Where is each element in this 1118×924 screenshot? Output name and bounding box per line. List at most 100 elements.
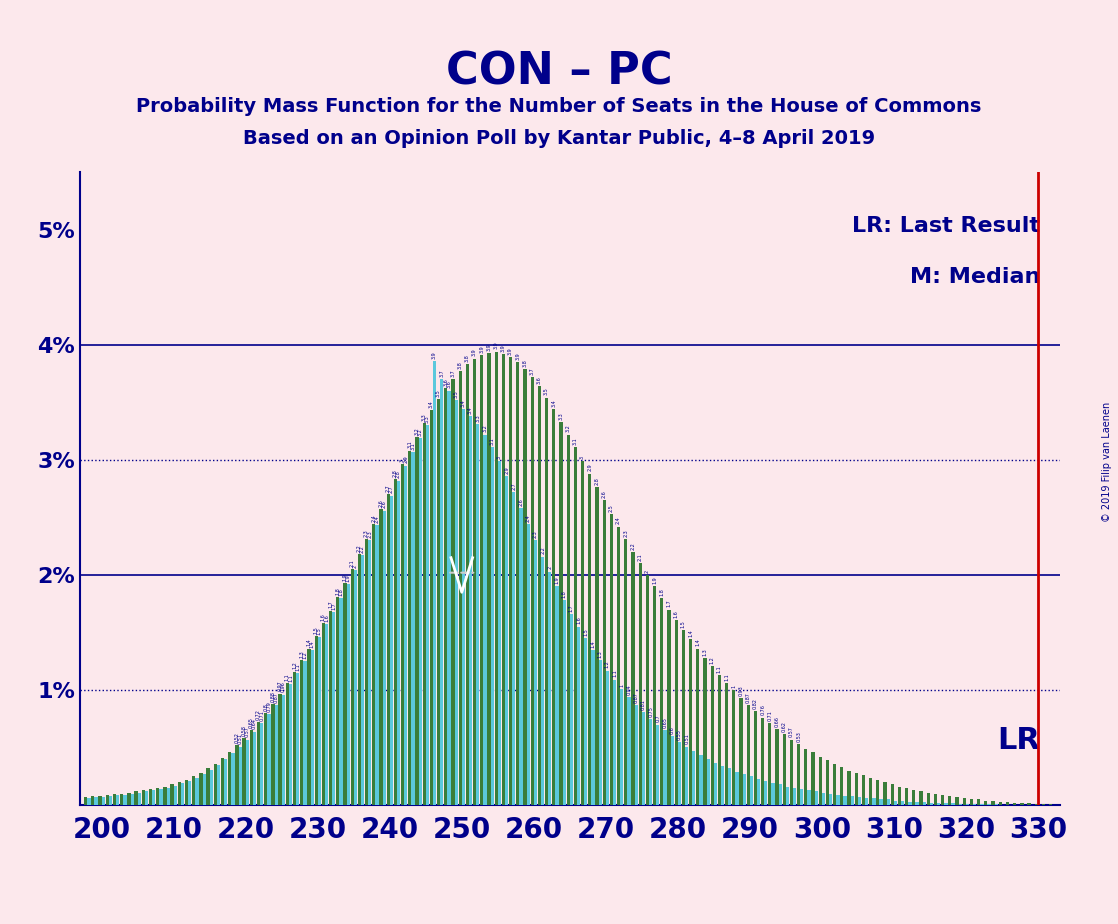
Bar xyxy=(253,732,256,805)
Text: 3.4: 3.4 xyxy=(461,399,466,407)
Bar xyxy=(149,789,152,805)
Text: Probability Mass Function for the Number of Seats in the House of Commons: Probability Mass Function for the Number… xyxy=(136,97,982,116)
Text: 3.2: 3.2 xyxy=(415,427,419,434)
Text: 0.87: 0.87 xyxy=(746,692,750,703)
Bar xyxy=(491,447,494,805)
Text: 1.2: 1.2 xyxy=(710,656,714,663)
Bar xyxy=(883,783,887,805)
Bar xyxy=(264,713,267,805)
Bar xyxy=(238,747,241,805)
Bar xyxy=(880,799,883,805)
Bar xyxy=(527,524,530,805)
Bar xyxy=(246,739,249,805)
Bar xyxy=(123,795,126,805)
Bar xyxy=(343,583,347,805)
Bar xyxy=(995,804,998,805)
Bar xyxy=(440,379,444,805)
Bar xyxy=(937,803,940,805)
Bar xyxy=(786,787,789,805)
Text: 3.2: 3.2 xyxy=(418,428,423,436)
Text: 0.87: 0.87 xyxy=(274,692,278,703)
Bar xyxy=(548,572,551,805)
Text: CON – PC: CON – PC xyxy=(446,51,672,94)
Bar xyxy=(969,799,973,805)
Text: 1.4: 1.4 xyxy=(590,639,596,648)
Text: 1.9: 1.9 xyxy=(342,573,348,581)
Bar xyxy=(517,362,520,805)
Text: 2.6: 2.6 xyxy=(601,490,607,498)
Bar xyxy=(462,409,465,805)
Bar xyxy=(382,511,386,805)
Bar xyxy=(275,705,277,805)
Text: 2.7: 2.7 xyxy=(389,485,394,493)
Bar xyxy=(919,791,922,805)
Bar xyxy=(231,753,235,805)
Bar xyxy=(577,626,580,805)
Bar xyxy=(102,797,105,805)
Text: 3.6: 3.6 xyxy=(446,381,452,388)
Bar xyxy=(603,500,606,805)
Text: 0.66: 0.66 xyxy=(775,716,779,727)
Text: 3.2: 3.2 xyxy=(483,424,487,432)
Text: 0.87: 0.87 xyxy=(634,692,638,703)
Text: 2.2: 2.2 xyxy=(360,545,366,553)
Text: 1.2: 1.2 xyxy=(303,651,307,659)
Bar xyxy=(761,718,765,805)
Bar xyxy=(980,804,984,805)
Text: 1.3: 1.3 xyxy=(300,650,304,658)
Bar xyxy=(196,778,199,805)
Bar xyxy=(95,797,97,805)
Text: M: Median: M: Median xyxy=(910,267,1040,287)
Bar xyxy=(228,752,231,805)
Text: 2.3: 2.3 xyxy=(533,530,538,538)
Bar xyxy=(505,476,509,805)
Text: 1.5: 1.5 xyxy=(314,626,319,634)
Text: 3.3: 3.3 xyxy=(421,413,427,420)
Bar xyxy=(977,799,980,805)
Bar xyxy=(891,784,894,805)
Text: 3.8: 3.8 xyxy=(457,361,463,369)
Bar xyxy=(468,416,472,805)
Text: 2.5: 2.5 xyxy=(609,504,614,512)
Text: 2.8: 2.8 xyxy=(396,470,401,479)
Bar xyxy=(624,540,627,805)
Text: 2.8: 2.8 xyxy=(392,469,398,477)
Bar xyxy=(887,799,890,805)
Text: 3.6: 3.6 xyxy=(443,379,448,386)
Text: 0.58: 0.58 xyxy=(241,725,247,736)
Bar xyxy=(131,794,134,805)
Text: 1.5: 1.5 xyxy=(316,627,322,635)
Text: 1.1: 1.1 xyxy=(295,663,301,671)
Bar xyxy=(444,388,447,805)
Text: 0.72: 0.72 xyxy=(256,709,260,720)
Bar xyxy=(314,636,318,805)
Bar xyxy=(570,614,574,805)
Text: 3.1: 3.1 xyxy=(572,437,578,444)
Bar xyxy=(145,791,149,805)
Bar xyxy=(778,784,781,805)
Text: 3.9: 3.9 xyxy=(480,346,484,353)
Text: 3.4: 3.4 xyxy=(468,406,473,414)
Text: 2.7: 2.7 xyxy=(511,482,517,490)
Text: 1.2: 1.2 xyxy=(292,662,297,669)
Text: 3.8: 3.8 xyxy=(522,359,528,367)
Bar xyxy=(800,789,804,805)
Bar xyxy=(181,784,184,805)
Bar xyxy=(793,788,796,805)
Text: 3.1: 3.1 xyxy=(407,441,413,448)
Text: 0.7: 0.7 xyxy=(655,714,661,723)
Bar xyxy=(697,649,700,805)
Bar xyxy=(951,803,955,805)
Bar xyxy=(286,683,288,805)
Bar xyxy=(750,776,754,805)
Text: 2.8: 2.8 xyxy=(595,478,599,485)
Bar xyxy=(854,773,858,805)
Bar xyxy=(347,584,350,805)
Text: 1.4: 1.4 xyxy=(688,629,693,638)
Bar xyxy=(523,369,527,805)
Bar xyxy=(379,509,382,805)
Bar xyxy=(466,364,468,805)
Bar xyxy=(401,465,405,805)
Bar xyxy=(476,424,480,805)
Bar xyxy=(411,452,415,805)
